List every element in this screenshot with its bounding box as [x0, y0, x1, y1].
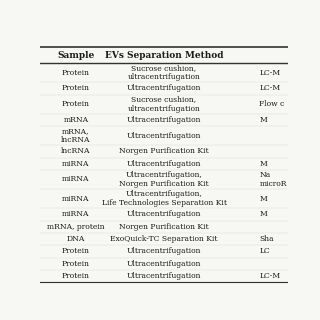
Text: Norgen Purification Kit: Norgen Purification Kit	[119, 223, 209, 231]
Text: LC-M: LC-M	[260, 84, 281, 92]
Text: Ultracentrifugation,
Life Technologies Separation Kit: Ultracentrifugation, Life Technologies S…	[101, 190, 227, 207]
Text: mRNA: mRNA	[63, 116, 89, 124]
Text: ExoQuick-TC Separation Kit: ExoQuick-TC Separation Kit	[110, 235, 218, 243]
Text: LC: LC	[260, 247, 270, 255]
Text: miRNA: miRNA	[62, 210, 90, 218]
Text: LC-M: LC-M	[260, 272, 281, 280]
Text: DNA: DNA	[67, 235, 85, 243]
Text: Protein: Protein	[62, 100, 90, 108]
Text: Ultracentrifugation: Ultracentrifugation	[127, 272, 201, 280]
Text: Protein: Protein	[62, 272, 90, 280]
Text: Ultracentrifugation: Ultracentrifugation	[127, 260, 201, 268]
Text: Norgen Purification Kit: Norgen Purification Kit	[119, 148, 209, 156]
Text: Flow c: Flow c	[260, 100, 285, 108]
Text: miRNA: miRNA	[62, 195, 90, 203]
Text: EVs Separation Method: EVs Separation Method	[105, 51, 223, 60]
Text: miRNA: miRNA	[62, 160, 90, 168]
Text: Protein: Protein	[62, 84, 90, 92]
Text: mRNA, protein: mRNA, protein	[47, 223, 105, 231]
Text: M: M	[260, 195, 267, 203]
Text: Ultracentrifugation: Ultracentrifugation	[127, 247, 201, 255]
Text: Ultracentrifugation: Ultracentrifugation	[127, 84, 201, 92]
Text: LC-M: LC-M	[260, 68, 281, 76]
Text: Ultracentrifugation: Ultracentrifugation	[127, 160, 201, 168]
Text: Sucrose cushion,
ultracentrifugation: Sucrose cushion, ultracentrifugation	[128, 64, 200, 81]
Text: mRNA,
lncRNA: mRNA, lncRNA	[61, 127, 91, 144]
Text: Ultracentrifugation: Ultracentrifugation	[127, 116, 201, 124]
Text: Protein: Protein	[62, 68, 90, 76]
Text: lncRNA: lncRNA	[61, 148, 91, 156]
Text: M: M	[260, 210, 267, 218]
Text: M: M	[260, 160, 267, 168]
Text: Sucrose cushion,
ultracentrifugation: Sucrose cushion, ultracentrifugation	[128, 95, 200, 113]
Text: Protein: Protein	[62, 260, 90, 268]
Text: Ultracentrifugation: Ultracentrifugation	[127, 210, 201, 218]
Text: M: M	[260, 116, 267, 124]
Text: Protein: Protein	[62, 247, 90, 255]
Text: Sha: Sha	[260, 235, 274, 243]
Text: Na
microR: Na microR	[260, 171, 287, 188]
Text: Sample: Sample	[57, 51, 95, 60]
Text: miRNA: miRNA	[62, 175, 90, 183]
Text: Ultracentrifugation,
Norgen Purification Kit: Ultracentrifugation, Norgen Purification…	[119, 171, 209, 188]
Text: Ultracentrifugation: Ultracentrifugation	[127, 132, 201, 140]
